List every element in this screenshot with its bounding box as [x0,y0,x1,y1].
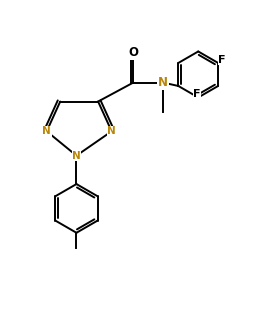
Text: N: N [158,76,168,89]
Text: F: F [218,55,226,65]
Text: N: N [72,151,81,161]
Text: N: N [107,126,116,136]
Text: N: N [107,126,116,136]
Text: N: N [42,126,51,136]
Text: O: O [128,46,138,59]
Text: F: F [193,89,201,99]
Text: N: N [72,151,81,161]
Text: N: N [42,126,51,136]
Text: F: F [218,55,226,65]
Text: F: F [193,89,201,99]
Text: O: O [128,46,138,59]
Text: N: N [158,76,168,89]
